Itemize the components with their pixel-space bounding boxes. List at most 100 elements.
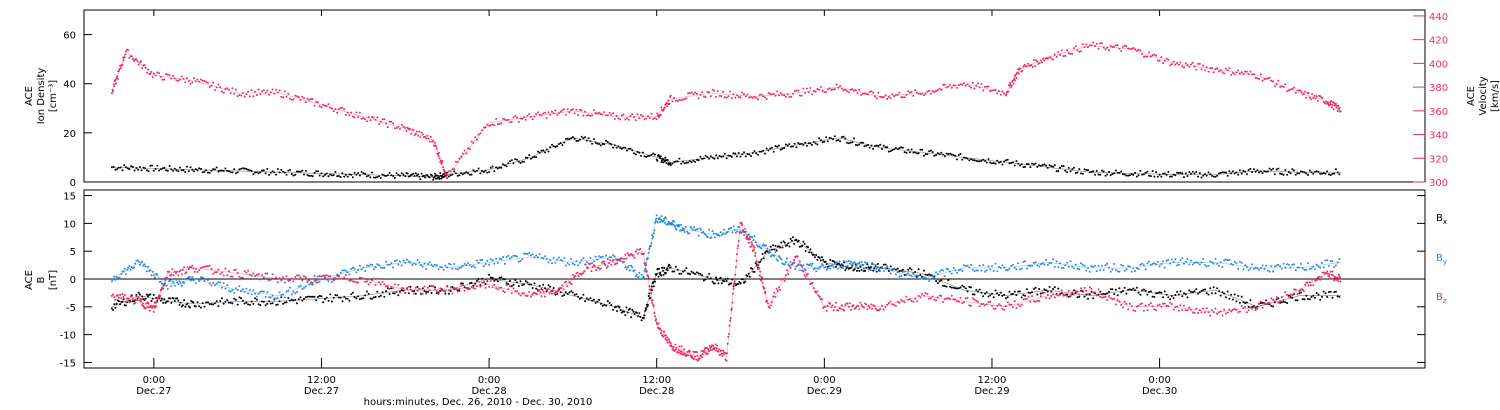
bz-point <box>538 289 541 292</box>
density-point <box>1006 158 1009 161</box>
density-point <box>898 147 901 150</box>
bz-point <box>1116 299 1119 301</box>
bz-point <box>1169 301 1172 304</box>
by-point <box>656 221 659 224</box>
by-point <box>744 227 747 230</box>
bz-point <box>606 265 609 268</box>
density-point <box>875 144 878 147</box>
bz-point <box>835 301 837 304</box>
bx-point <box>306 295 309 298</box>
bx-point <box>512 283 515 286</box>
density-point <box>453 170 456 173</box>
velocity-point <box>769 92 772 95</box>
bz-point <box>456 290 459 293</box>
bz-point <box>1247 309 1250 312</box>
bx-point <box>220 297 223 300</box>
bx-point <box>575 293 578 296</box>
density-label-line-3: [cm⁻³] <box>48 80 59 112</box>
bz-point <box>1156 304 1159 307</box>
density-point <box>666 159 669 161</box>
velocity-point <box>739 96 742 99</box>
density-point <box>472 169 475 172</box>
density-point <box>528 154 531 157</box>
bz-point <box>1038 300 1041 302</box>
by-point <box>1104 264 1107 267</box>
density-point <box>769 147 772 150</box>
density-point <box>868 146 871 149</box>
bx-point <box>1272 305 1275 308</box>
bz-point <box>355 281 358 284</box>
by-point <box>374 266 377 269</box>
bx-point <box>901 268 904 271</box>
by-point <box>966 264 969 267</box>
bz-point <box>116 294 119 297</box>
bx-point <box>808 251 811 254</box>
bz-point <box>998 303 1000 306</box>
velocity-point <box>893 95 896 98</box>
bz-point <box>299 276 302 279</box>
bz-point <box>695 358 698 361</box>
by-point <box>1125 268 1128 271</box>
velocity-point <box>779 92 782 94</box>
density-point <box>1307 174 1309 176</box>
bx-point <box>378 295 381 298</box>
velocity-point <box>114 78 117 81</box>
velocity-point <box>619 118 622 121</box>
density-point <box>1053 164 1056 167</box>
velocity-point <box>1249 70 1252 73</box>
bx-point <box>1244 302 1247 304</box>
density-point <box>519 162 522 164</box>
velocity-point <box>348 114 351 117</box>
bz-point <box>541 289 544 292</box>
by-point <box>425 268 428 270</box>
bx-point <box>178 303 181 306</box>
density-point <box>881 148 883 150</box>
by-point <box>844 265 847 268</box>
by-point <box>1228 259 1231 262</box>
density-point <box>755 152 758 155</box>
by-point <box>900 275 903 277</box>
bx-point <box>780 241 783 244</box>
velocity-point <box>825 91 828 93</box>
by-point <box>1006 269 1009 272</box>
by-point <box>933 276 936 279</box>
density-point <box>575 139 578 142</box>
velocity-point <box>412 129 415 132</box>
bz-point <box>887 302 890 305</box>
bz-point <box>123 294 126 296</box>
by-point <box>397 263 400 266</box>
density-point <box>849 141 852 144</box>
density-point <box>1333 172 1336 175</box>
density-point <box>612 146 615 149</box>
by-point <box>222 282 225 285</box>
bx-point <box>1317 293 1320 296</box>
bz-point <box>1108 295 1110 297</box>
bx-point <box>488 273 491 276</box>
bx-point <box>110 307 113 310</box>
density-point <box>905 151 908 154</box>
by-point <box>1034 261 1037 264</box>
by-point <box>775 258 778 261</box>
velocity-point <box>743 93 745 96</box>
by-point <box>456 268 459 271</box>
bx-point <box>1321 295 1323 298</box>
density-point <box>561 144 564 146</box>
bz-point <box>1181 308 1184 311</box>
bx-point <box>283 301 286 304</box>
bx-point <box>640 319 643 322</box>
by-point <box>418 261 421 264</box>
bz-point <box>1069 294 1072 297</box>
velocity-point <box>255 94 258 97</box>
bx-point <box>1197 292 1199 295</box>
density-point <box>233 168 236 171</box>
density-point <box>362 172 365 175</box>
bz-point <box>1284 291 1287 294</box>
by-point <box>786 257 789 260</box>
density-point <box>1212 175 1215 178</box>
density-point <box>379 177 382 179</box>
bz-point <box>681 351 684 354</box>
bz-point <box>779 288 782 291</box>
bz-point <box>786 269 789 272</box>
bx-point <box>1034 286 1037 289</box>
velocity-point <box>1021 69 1024 72</box>
